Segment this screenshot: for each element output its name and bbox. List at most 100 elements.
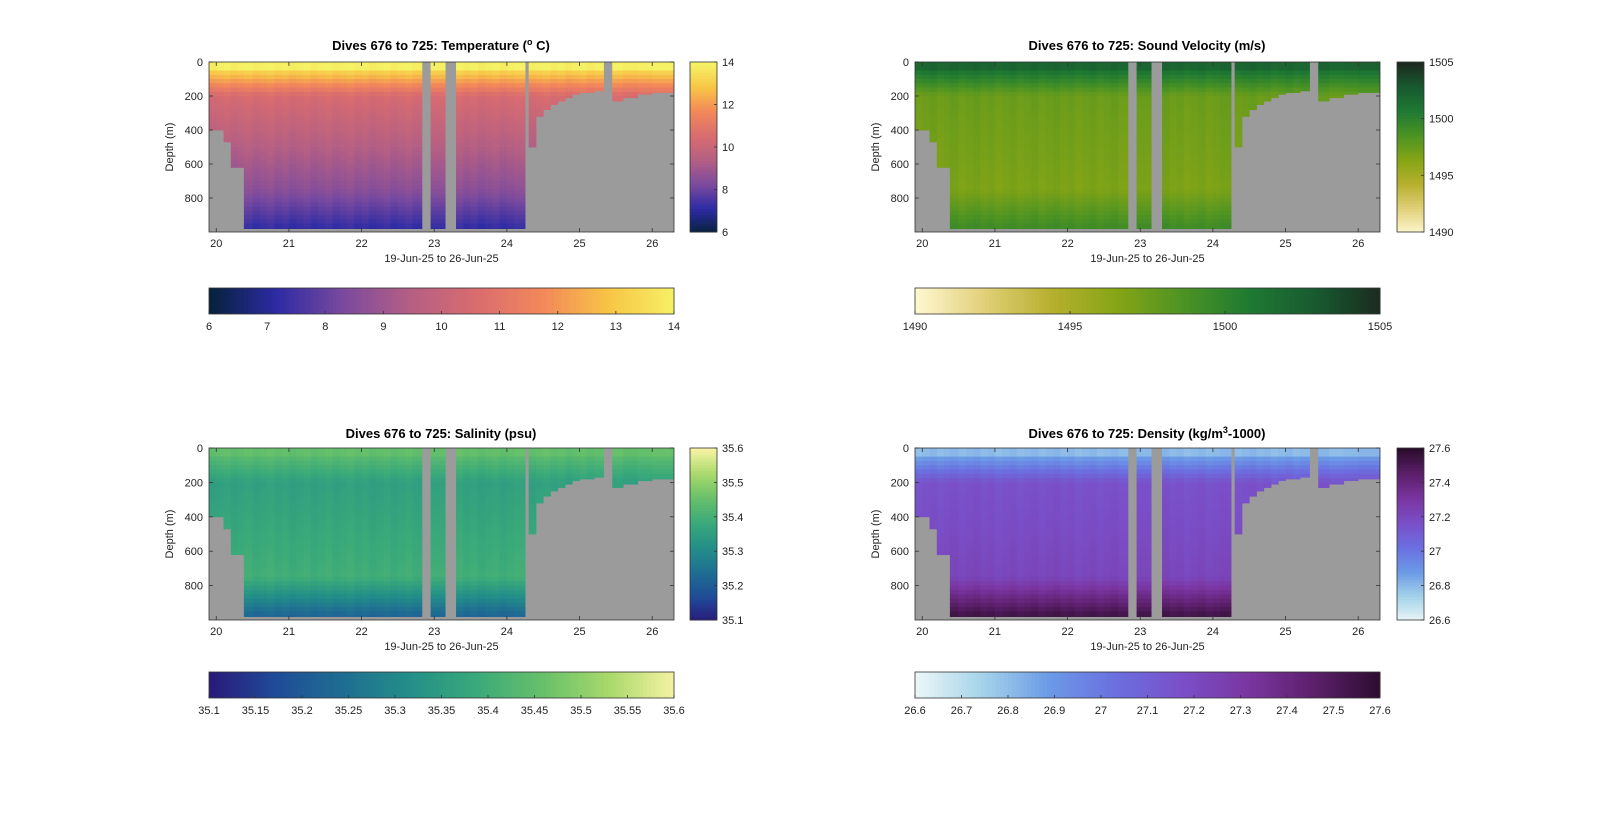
heatmap-cell: [282, 92, 290, 97]
heatmap-cell: [950, 215, 959, 220]
heatmap-cell: [398, 513, 406, 518]
heatmap-cell: [333, 465, 341, 470]
heatmap-cell: [224, 126, 232, 131]
heatmap-cell: [1104, 79, 1112, 84]
heatmap-cell: [354, 521, 362, 526]
colorbar-swatch: [1124, 288, 1128, 314]
heatmap-cell: [1118, 160, 1128, 165]
heatmap-cell: [1104, 202, 1112, 207]
heatmap-cell: [478, 586, 486, 591]
heatmap-cell: [238, 109, 244, 114]
heatmap-cell: [376, 139, 384, 144]
heatmap-cell: [1111, 113, 1119, 118]
heatmap-cell: [1053, 198, 1061, 203]
heatmap-cell: [959, 215, 967, 220]
heatmap-cell: [1053, 122, 1061, 127]
heatmap-cell: [431, 194, 446, 199]
heatmap-cell: [1024, 224, 1032, 229]
heatmap-cell: [340, 113, 348, 118]
heatmap-cell: [471, 160, 479, 165]
heatmap-cell: [1118, 75, 1128, 80]
heatmap-cell: [333, 500, 341, 505]
heatmap-cell: [937, 134, 945, 139]
heatmap-cell: [471, 513, 479, 518]
heatmap-cell: [282, 207, 290, 212]
heatmap-cell: [340, 474, 348, 479]
heatmap-cell: [973, 194, 981, 199]
heatmap-cell: [580, 75, 588, 80]
heatmap-cell: [333, 551, 341, 556]
heatmap-cell: [216, 452, 224, 457]
heatmap-cell: [1068, 71, 1076, 76]
colorbar-swatch: [1252, 288, 1256, 314]
heatmap-cell: [1082, 126, 1090, 131]
heatmap-cell: [988, 173, 996, 178]
heatmap-cell: [340, 581, 348, 586]
heatmap-cell: [383, 130, 391, 135]
colorbar-swatch: [1248, 288, 1252, 314]
heatmap-cell: [209, 105, 217, 110]
heatmap-cell: [340, 143, 348, 148]
heatmap-cell: [274, 181, 282, 186]
heatmap-cell: [950, 202, 959, 207]
heatmap-cell: [354, 564, 362, 569]
heatmap-cell: [1060, 228, 1068, 229]
heatmap-cell: [274, 228, 282, 229]
heatmap-cell: [431, 461, 446, 466]
heatmap-cell: [333, 215, 341, 220]
heatmap-cell: [325, 491, 333, 496]
heatmap-cell: [398, 181, 406, 186]
colorbar-swatch: [1117, 288, 1121, 314]
heatmap-cell: [1053, 219, 1061, 224]
heatmap-cell: [1329, 71, 1344, 76]
heatmap-cell: [340, 147, 348, 152]
heatmap-cell: [1169, 75, 1177, 80]
heatmap-cell: [1198, 122, 1206, 127]
heatmap-cell: [1075, 139, 1083, 144]
heatmap-cell: [303, 113, 311, 118]
colorbar-swatch: [666, 288, 670, 314]
heatmap-cell: [369, 194, 377, 199]
heatmap-cell: [354, 228, 362, 229]
heatmap-cell: [1039, 147, 1047, 152]
heatmap-cell: [507, 156, 515, 161]
heatmap-cell: [347, 594, 355, 599]
heatmap-cell: [412, 586, 422, 591]
heatmap-cell: [318, 113, 326, 118]
heatmap-cell: [244, 495, 253, 500]
heatmap-cell: [1068, 164, 1076, 169]
heatmap-cell: [224, 470, 232, 475]
heatmap-cell: [1198, 202, 1206, 207]
heatmap-cell: [244, 478, 253, 483]
heatmap-cell: [1031, 143, 1039, 148]
heatmap-cell: [478, 517, 486, 522]
heatmap-cell: [354, 198, 362, 203]
heatmap-cell: [354, 92, 362, 97]
heatmap-cell: [543, 66, 551, 71]
colorbar-swatch: [659, 288, 663, 314]
heatmap-cell: [966, 105, 974, 110]
heatmap-cell: [1039, 122, 1047, 127]
heatmap-cell: [376, 551, 384, 556]
heatmap-cell: [623, 71, 638, 76]
heatmap-cell: [274, 470, 282, 475]
heatmap-cell: [478, 219, 486, 224]
heatmap-cell: [1039, 151, 1047, 156]
heatmap-cell: [412, 109, 422, 114]
heatmap-cell: [492, 130, 500, 135]
heatmap-cell: [282, 143, 290, 148]
heatmap-cell: [333, 590, 341, 595]
heatmap-cell: [318, 219, 326, 224]
heatmap-cell: [260, 495, 268, 500]
heatmap-cell: [1220, 96, 1231, 101]
heatmap-cell: [1198, 71, 1206, 76]
heatmap-cell: [485, 530, 493, 535]
colorbar-swatch: [1397, 107, 1424, 110]
heatmap-cell: [231, 543, 239, 548]
heatmap-cell: [988, 96, 996, 101]
heatmap-cell: [1177, 164, 1185, 169]
heatmap-cell: [274, 134, 282, 139]
heatmap-cell: [536, 96, 544, 101]
heatmap-cell: [944, 126, 950, 131]
heatmap-cell: [244, 215, 253, 220]
